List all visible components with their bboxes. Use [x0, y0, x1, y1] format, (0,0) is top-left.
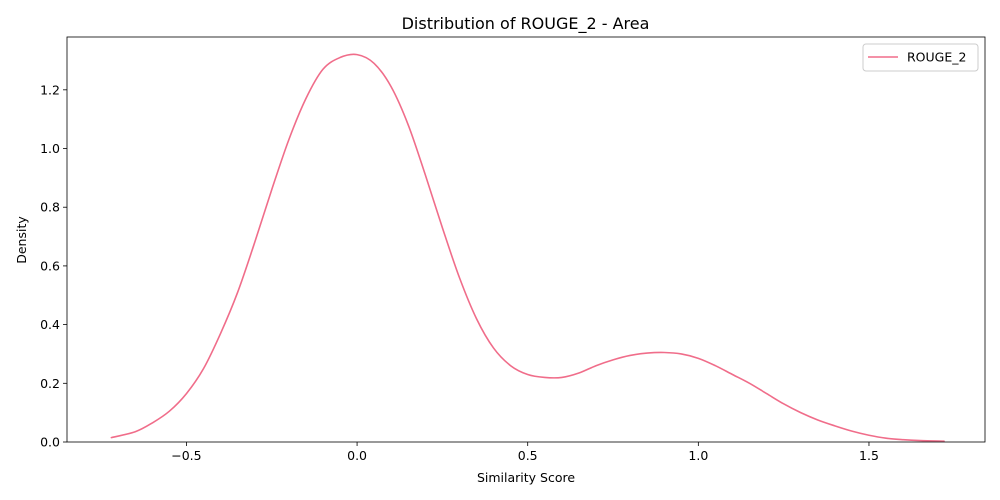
legend: ROUGE_2 [862, 43, 979, 72]
y-axis: 0.0 0.2 0.4 0.6 0.8 1.0 1.2 [40, 82, 67, 450]
x-tick-label: 0.0 [347, 448, 367, 463]
plot-area [110, 53, 945, 442]
x-tick-label: 1.0 [688, 448, 708, 463]
y-tick-label: 0.0 [40, 435, 60, 450]
y-tick-label: 1.0 [40, 141, 60, 156]
x-tick-label: 1.5 [859, 448, 879, 463]
chart-title: Distribution of ROUGE_2 - Area [402, 14, 650, 34]
y-tick-label: 1.2 [40, 82, 60, 97]
x-axis-label: Similarity Score [477, 470, 575, 485]
x-tick-label: −0.5 [171, 448, 201, 463]
x-tick-label: 0.5 [518, 448, 538, 463]
legend-label: ROUGE_2 [907, 50, 966, 65]
x-axis: −0.5 0.0 0.5 1.0 1.5 [171, 442, 879, 463]
series-line-0 [110, 53, 945, 442]
y-tick-label: 0.2 [40, 376, 60, 391]
y-tick-label: 0.6 [40, 258, 60, 273]
plot-frame [66, 36, 986, 443]
y-axis-label: Density [14, 216, 29, 264]
y-tick-label: 0.8 [40, 200, 60, 215]
legend-box [862, 43, 979, 72]
y-tick-label: 0.4 [40, 317, 60, 332]
